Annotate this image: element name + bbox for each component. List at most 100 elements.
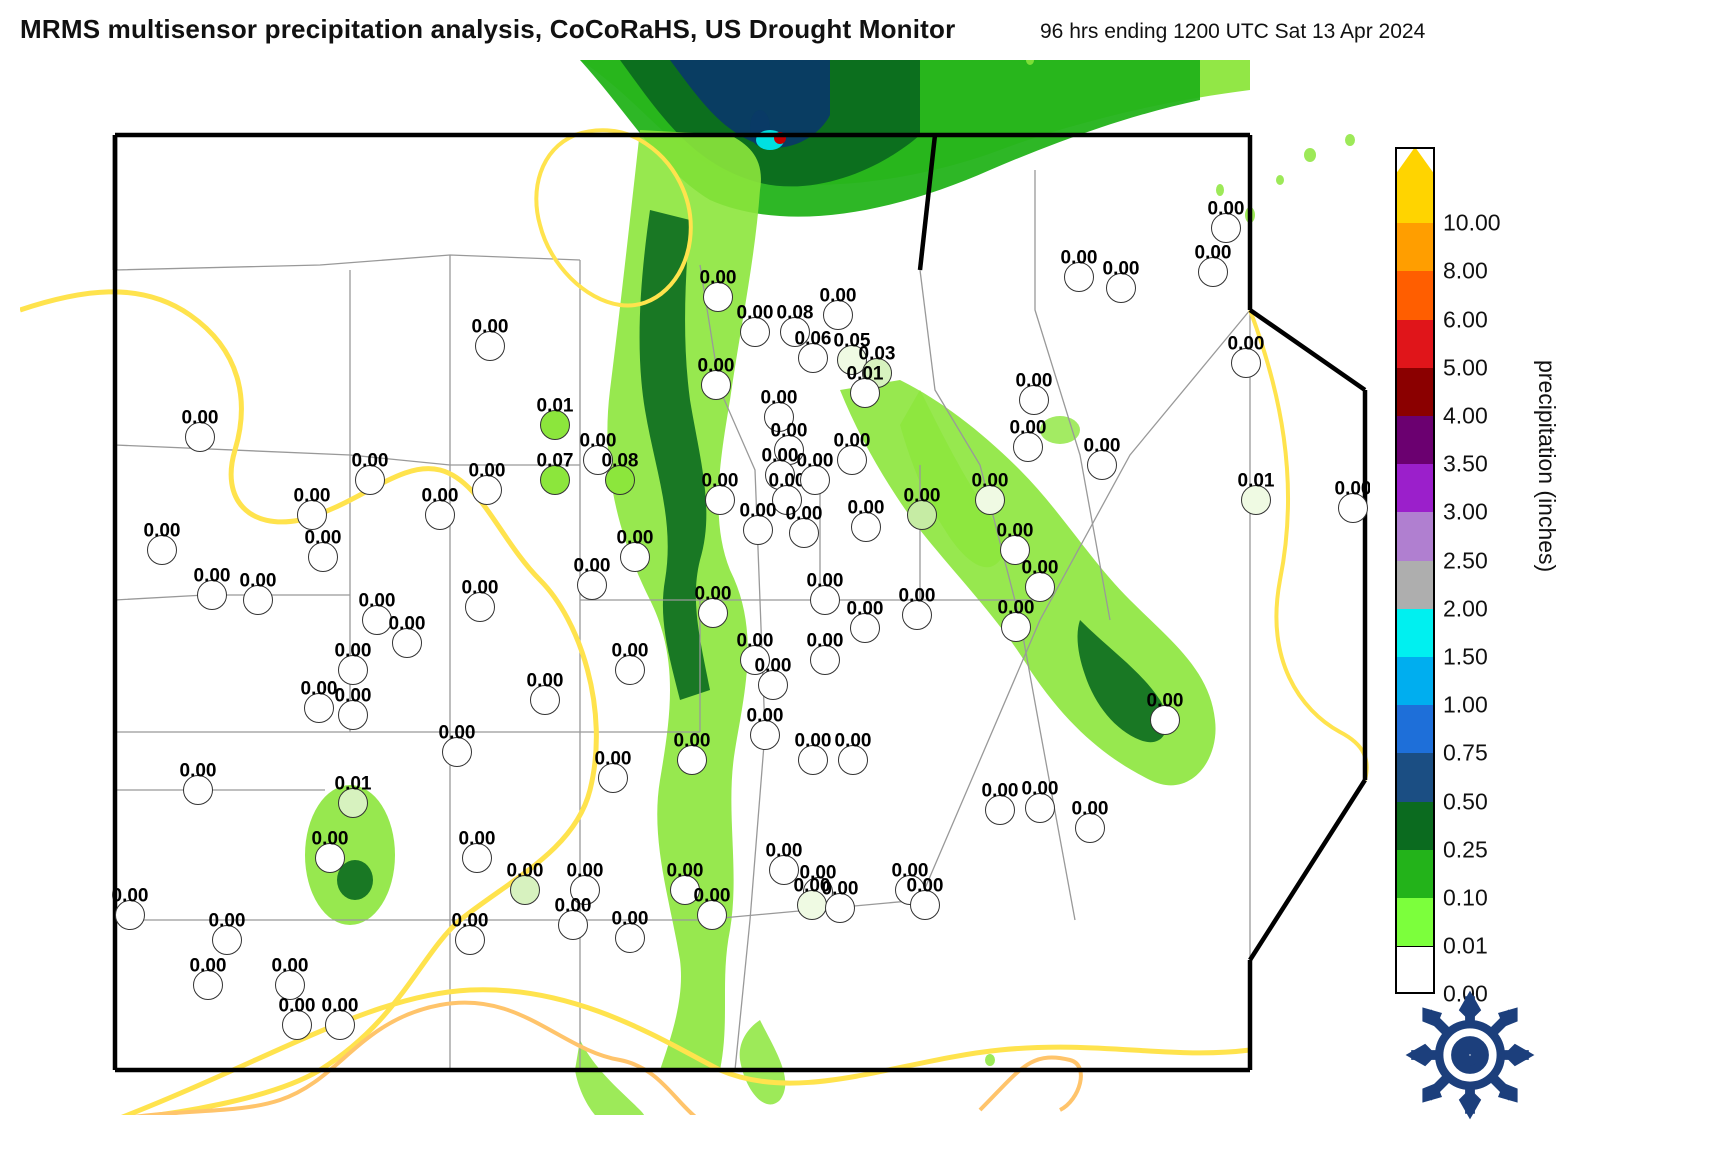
- station-label-84: 0.00: [1072, 798, 1109, 820]
- station-label-73: 0.01: [335, 773, 372, 795]
- station-label-18: 0.00: [1195, 242, 1232, 264]
- legend-swatch-0.75: [1395, 705, 1435, 753]
- station-label-16: 0.00: [762, 445, 799, 467]
- station-label-46: 0.00: [1022, 557, 1059, 579]
- station-label-34: 0.00: [797, 450, 834, 472]
- station-label-59: 0.00: [301, 678, 338, 700]
- station-label-39: 0.00: [848, 497, 885, 519]
- station-label-83: 0.00: [1022, 778, 1059, 800]
- station-label-8: 0.01: [847, 363, 884, 385]
- legend-swatch-5.00: [1395, 320, 1435, 368]
- legend-tick-label-0.75: 0.75: [1443, 740, 1488, 767]
- station-label-14: 0.00: [761, 387, 798, 409]
- legend-tick-label-4.00: 4.00: [1443, 403, 1488, 430]
- station-label-25: 0.07: [537, 450, 574, 472]
- station-label-87: 0.00: [190, 955, 227, 977]
- legend-tick-label-3.50: 3.50: [1443, 451, 1488, 478]
- station-label-88: 0.00: [272, 955, 309, 977]
- station-label-77: 0.00: [567, 860, 604, 882]
- station-label-24: 0.00: [352, 450, 389, 472]
- station-label-13: 0.00: [580, 430, 617, 452]
- legend-swatch-2.00: [1395, 561, 1435, 609]
- station-label-15: 0.00: [771, 420, 808, 442]
- station-label-64: 0.00: [807, 630, 844, 652]
- legend-tick-label-2.50: 2.50: [1443, 547, 1488, 574]
- station-label-44: 0.00: [1335, 478, 1370, 500]
- station-label-61: 0.00: [612, 640, 649, 662]
- station-label-21: 0.00: [1208, 198, 1245, 220]
- legend-tick-label-0.25: 0.25: [1443, 836, 1488, 863]
- station-label-55: 0.00: [899, 585, 936, 607]
- station-label-52: 0.00: [695, 583, 732, 605]
- legend-tick-label-1.00: 1.00: [1443, 692, 1488, 719]
- station-label-94: 0.00: [694, 885, 731, 907]
- station-label-7: 0.00: [698, 355, 735, 377]
- station-label-43: 0.01: [1238, 470, 1275, 492]
- station-label-70: 0.00: [835, 730, 872, 752]
- legend-swatch-0.10: [1395, 850, 1435, 898]
- station-label-65: 0.00: [747, 705, 784, 727]
- station-label-89: 0.00: [279, 995, 316, 1017]
- station-label-93: 0.00: [612, 908, 649, 930]
- station-label-36: 0.00: [702, 470, 739, 492]
- station-label-3: 0.08: [777, 302, 814, 324]
- station-label-68: 0.00: [674, 730, 711, 752]
- station-label-67: 0.00: [595, 748, 632, 770]
- legend-units-label: precipitation (inches): [1533, 360, 1560, 572]
- station-label-96: 0.00: [822, 878, 859, 900]
- station-label-62: 0.00: [737, 630, 774, 652]
- legend-tick-label-3.00: 3.00: [1443, 499, 1488, 526]
- station-label-10: 0.01: [537, 395, 574, 417]
- legend-swatch-10.00: [1395, 175, 1435, 223]
- station-label-37: 0.00: [740, 500, 777, 522]
- root-container: MRMS multisensor precipitation analysis,…: [0, 0, 1720, 1174]
- station-label-31: 0.00: [305, 527, 342, 549]
- station-label-58: 0.00: [335, 685, 372, 707]
- station-label-2: 0.00: [737, 302, 774, 324]
- legend-tick-label-0.01: 0.01: [1443, 933, 1488, 960]
- station-label-45: 0.00: [997, 520, 1034, 542]
- station-label-27: 0.00: [469, 460, 506, 482]
- legend-tick-label-1.50: 1.50: [1443, 644, 1488, 671]
- station-label-72: 0.00: [180, 760, 217, 782]
- station-label-69: 0.00: [795, 730, 832, 752]
- station-label-41: 0.00: [1010, 417, 1047, 439]
- station-label-78: 0.00: [667, 860, 704, 882]
- page-subtitle: 96 hrs ending 1200 UTC Sat 13 Apr 2024: [1040, 20, 1425, 44]
- station-label-1: 0.00: [820, 285, 857, 307]
- legend-swatch-2.50: [1395, 512, 1435, 560]
- station-label-9: 0.00: [472, 316, 509, 338]
- station-label-4: 0.06: [795, 328, 832, 350]
- station-label-63: 0.00: [755, 655, 792, 677]
- station-label-56: 0.00: [998, 597, 1035, 619]
- station-label-97: 0.00: [907, 875, 944, 897]
- legend-top-arrow: [1395, 147, 1435, 175]
- page-title: MRMS multisensor precipitation analysis,…: [20, 14, 955, 45]
- station-label-60: 0.00: [527, 670, 564, 692]
- legend-tick-label-0.10: 0.10: [1443, 885, 1488, 912]
- station-label-23: 0.00: [972, 470, 1009, 492]
- station-label-85: 0.00: [112, 885, 149, 907]
- legend-swatch-0.01: [1395, 898, 1435, 946]
- legend-tick-label-10.00: 10.00: [1443, 210, 1501, 237]
- legend-tick-label-5.00: 5.00: [1443, 354, 1488, 381]
- station-label-51: 0.00: [574, 555, 611, 577]
- legend-swatch-0.50: [1395, 753, 1435, 801]
- legend-swatch-3.00: [1395, 464, 1435, 512]
- station-label-66: 0.00: [439, 722, 476, 744]
- station-label-75: 0.00: [459, 828, 496, 850]
- map-area[interactable]: 0.00 0.00 0.00 0.08 0.06 0.05 0.03 0.00 0.01 0.00…: [20, 60, 1370, 1115]
- station-label-29: 0.00: [422, 485, 459, 507]
- legend-swatch-3.50: [1395, 416, 1435, 464]
- station-label-12: 0.00: [182, 407, 219, 429]
- station-label-40: 0.00: [904, 485, 941, 507]
- legend-tick-label-8.00: 8.00: [1443, 258, 1488, 285]
- station-label-28: 0.00: [294, 485, 331, 507]
- legend-tick-label-2.00: 2.00: [1443, 595, 1488, 622]
- station-label-92: 0.00: [555, 895, 592, 917]
- station-label-22: 0.00: [1228, 333, 1265, 355]
- station-label-50: 0.00: [617, 527, 654, 549]
- station-label-74: 0.00: [312, 828, 349, 850]
- station-label-26: 0.08: [602, 450, 639, 472]
- legend-tick-label-6.00: 6.00: [1443, 306, 1488, 333]
